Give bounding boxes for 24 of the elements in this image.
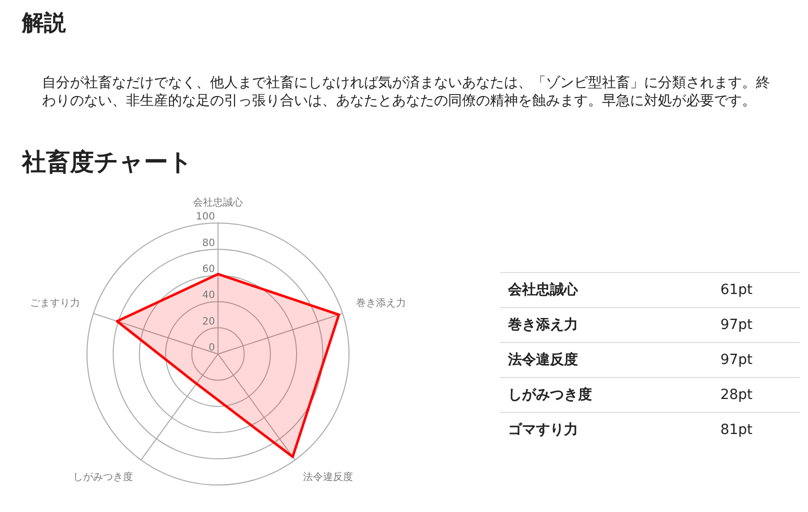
text: 61pt [719,281,754,300]
text: 自分が社畜なだけでなく、他人まで社畜にしなければ気が済まないあなたは、「ゾンビ型社畜」に分類されます。終わりのない、非生産的な足の引っ張り合いは、あなたとあなたの同僚の精神を蝕みます。早急に対処が必要です。 [42,74,771,110]
text: 97pt [719,316,754,335]
text: しがみつき度 [507,386,593,405]
text: 会社忠誠心 [507,280,580,300]
spoke-label: 法令違反度 [303,470,354,483]
text: 巻き添え力 [507,316,579,335]
y-tick-label: 80 [202,238,215,249]
text: ゴマすり力 [507,421,579,440]
y-tick-label: 20 [202,316,215,328]
spoke-label: 会社忠誠心 [193,196,243,209]
text: 81pt [719,421,754,440]
text: 28pt [719,386,754,405]
text: 解説 [22,10,66,38]
spoke-label: しがみつき度 [72,470,133,483]
spoke-label: 巻き添え力 [356,296,406,309]
text: 97pt [719,351,754,370]
spoke-label: ごますり力 [30,296,80,309]
text: 法令違反度 [507,350,579,370]
y-tick-label: 0 [208,342,215,354]
y-tick-label: 60 [202,264,215,275]
chart-title: 社畜度チャート [22,147,193,178]
y-tick-label: 100 [196,212,215,223]
y-tick-label: 40 [202,290,215,302]
